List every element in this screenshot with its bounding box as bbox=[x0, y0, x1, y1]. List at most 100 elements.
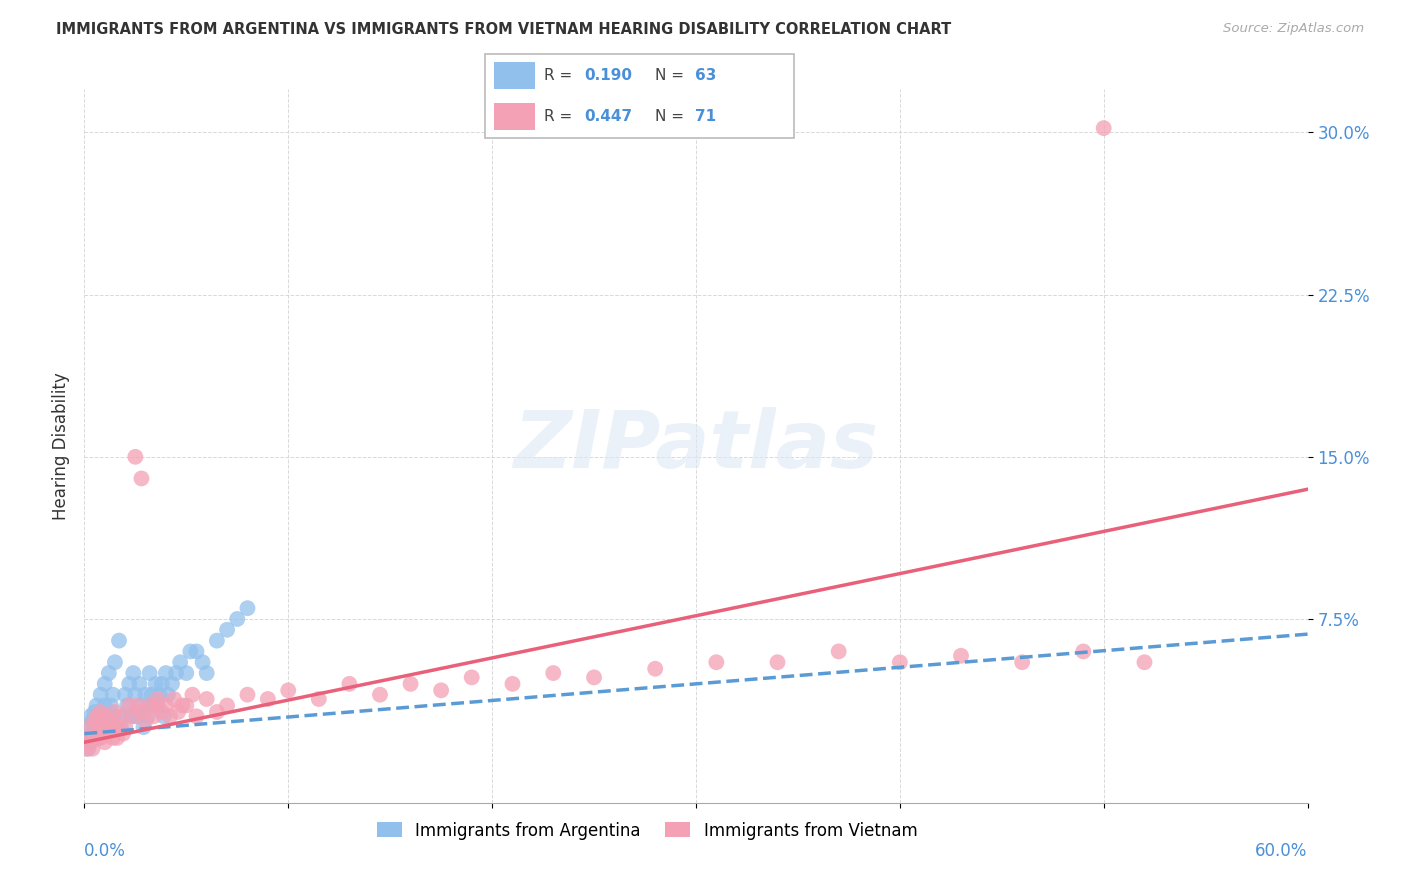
Point bbox=[828, 644, 851, 658]
Point bbox=[108, 720, 131, 734]
Point bbox=[181, 688, 204, 702]
Point bbox=[132, 720, 155, 734]
Point bbox=[142, 698, 165, 713]
Point bbox=[502, 677, 524, 691]
Point bbox=[138, 666, 160, 681]
Point bbox=[124, 688, 146, 702]
Text: R =: R = bbox=[544, 68, 576, 83]
Point bbox=[112, 726, 135, 740]
Point bbox=[97, 714, 120, 728]
Point bbox=[86, 709, 108, 723]
Point bbox=[165, 666, 187, 681]
Point bbox=[93, 735, 115, 749]
Point bbox=[145, 677, 167, 691]
Text: 0.190: 0.190 bbox=[583, 68, 633, 83]
Point bbox=[461, 670, 484, 684]
Point bbox=[179, 644, 201, 658]
Text: N =: N = bbox=[655, 68, 689, 83]
Point bbox=[90, 731, 112, 745]
Point bbox=[186, 709, 208, 723]
Point bbox=[141, 688, 163, 702]
Point bbox=[583, 670, 606, 684]
Point bbox=[131, 698, 153, 713]
Point bbox=[75, 731, 97, 745]
Point bbox=[93, 698, 115, 713]
Point bbox=[77, 741, 100, 756]
Point bbox=[1133, 655, 1156, 669]
Point bbox=[82, 714, 104, 728]
Point bbox=[83, 705, 105, 719]
Text: 71: 71 bbox=[696, 109, 717, 124]
Point bbox=[110, 720, 132, 734]
Point bbox=[131, 471, 153, 485]
FancyBboxPatch shape bbox=[485, 54, 794, 138]
Point bbox=[104, 705, 127, 719]
Point bbox=[79, 735, 101, 749]
Point bbox=[100, 720, 122, 734]
Point bbox=[195, 692, 218, 706]
Point bbox=[90, 720, 112, 734]
Point bbox=[889, 655, 911, 669]
Point bbox=[131, 705, 153, 719]
Text: ZIPatlas: ZIPatlas bbox=[513, 407, 879, 485]
Point bbox=[122, 709, 145, 723]
Text: R =: R = bbox=[544, 109, 576, 124]
Point bbox=[91, 726, 114, 740]
Point bbox=[155, 666, 177, 681]
Point bbox=[1092, 121, 1115, 136]
Point bbox=[90, 688, 112, 702]
Point bbox=[127, 709, 149, 723]
Legend: Immigrants from Argentina, Immigrants from Vietnam: Immigrants from Argentina, Immigrants fr… bbox=[368, 814, 925, 848]
Point bbox=[104, 720, 127, 734]
Point bbox=[83, 731, 105, 745]
Point bbox=[104, 709, 127, 723]
Text: 0.447: 0.447 bbox=[583, 109, 633, 124]
Point bbox=[135, 688, 157, 702]
Point bbox=[950, 648, 973, 663]
Point bbox=[100, 698, 122, 713]
Point bbox=[105, 720, 128, 734]
Point bbox=[86, 720, 108, 734]
Point bbox=[174, 666, 197, 681]
Point bbox=[122, 666, 145, 681]
Point bbox=[112, 709, 135, 723]
Point bbox=[86, 726, 108, 740]
Text: N =: N = bbox=[655, 109, 689, 124]
Point bbox=[543, 666, 565, 681]
Point bbox=[1073, 644, 1095, 658]
Point bbox=[138, 698, 160, 713]
Point bbox=[97, 666, 120, 681]
Point bbox=[87, 720, 110, 734]
Point bbox=[149, 688, 172, 702]
Point bbox=[1011, 655, 1033, 669]
Point bbox=[79, 709, 101, 723]
Point bbox=[186, 644, 208, 658]
Point bbox=[127, 698, 149, 713]
Point bbox=[155, 698, 177, 713]
Point bbox=[87, 731, 110, 745]
Point bbox=[90, 705, 112, 719]
Point bbox=[104, 655, 127, 669]
Point bbox=[101, 731, 124, 745]
Point bbox=[217, 623, 239, 637]
Point bbox=[191, 655, 214, 669]
Point bbox=[83, 714, 105, 728]
Point bbox=[236, 688, 259, 702]
Bar bbox=[495, 62, 534, 89]
Point bbox=[79, 735, 101, 749]
Point bbox=[146, 692, 169, 706]
Point bbox=[167, 705, 190, 719]
Point bbox=[97, 714, 120, 728]
Point bbox=[195, 666, 218, 681]
Point bbox=[118, 698, 141, 713]
Text: Source: ZipAtlas.com: Source: ZipAtlas.com bbox=[1223, 22, 1364, 36]
Point bbox=[93, 677, 115, 691]
Point bbox=[169, 655, 191, 669]
Point bbox=[257, 692, 280, 706]
Point bbox=[79, 720, 101, 734]
Point bbox=[766, 655, 789, 669]
Text: 63: 63 bbox=[696, 68, 717, 83]
Point bbox=[91, 720, 114, 734]
Point bbox=[87, 709, 110, 723]
Point bbox=[86, 698, 108, 713]
